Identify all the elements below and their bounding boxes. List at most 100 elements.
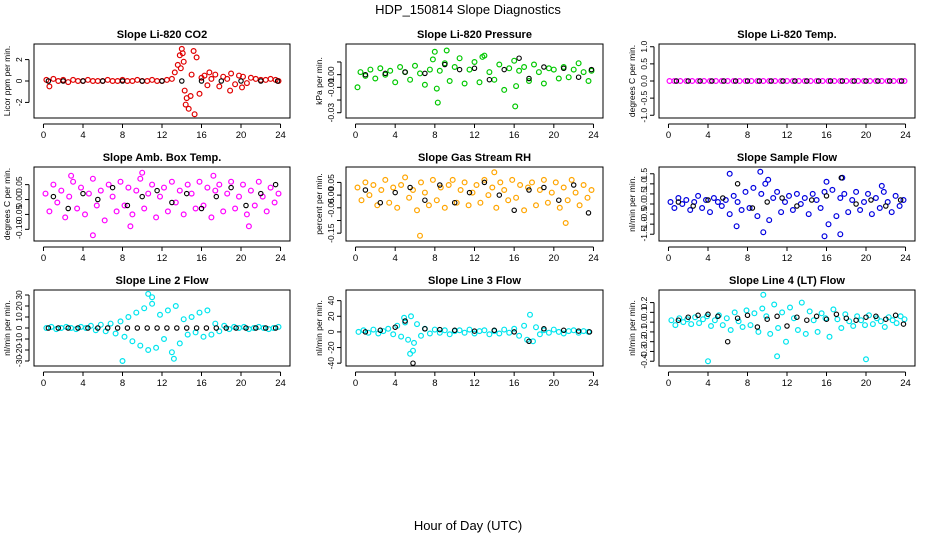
data-point bbox=[449, 176, 456, 183]
data-point bbox=[358, 197, 365, 204]
data-point bbox=[426, 330, 433, 337]
data-point bbox=[760, 291, 767, 298]
x-tick-label: 12 bbox=[782, 378, 793, 389]
data-point bbox=[425, 202, 432, 209]
data-point bbox=[243, 80, 250, 87]
data-point bbox=[479, 53, 486, 60]
y-tick-label: 0.05 bbox=[326, 174, 336, 191]
overlay-point bbox=[898, 78, 905, 84]
overlay-point bbox=[792, 78, 798, 84]
overlay-point bbox=[732, 78, 739, 84]
overlay-point bbox=[715, 313, 721, 320]
data-point bbox=[759, 305, 766, 312]
data-point bbox=[807, 77, 814, 84]
data-point bbox=[370, 182, 377, 189]
data-point bbox=[727, 327, 734, 334]
overlay-point bbox=[253, 325, 259, 331]
x-tick-label: 16 bbox=[509, 378, 520, 389]
overlay-point bbox=[784, 323, 790, 329]
overlay-point bbox=[873, 313, 879, 320]
overlay-point bbox=[779, 195, 785, 201]
overlay-point bbox=[466, 189, 473, 196]
data-point bbox=[436, 329, 443, 336]
x-tick-label: 16 bbox=[509, 253, 520, 264]
overlay-point bbox=[833, 311, 840, 318]
data-point bbox=[226, 326, 233, 333]
data-point bbox=[560, 330, 567, 337]
x-tick-label: 12 bbox=[782, 130, 793, 141]
overlay-point bbox=[749, 205, 756, 211]
x-tick-label: 4 bbox=[80, 253, 85, 264]
data-point bbox=[153, 344, 160, 351]
data-point bbox=[263, 208, 270, 215]
x-tick-label: 24 bbox=[275, 253, 286, 264]
x-axis: 0 4 8 12 16 20 24 bbox=[41, 371, 286, 389]
data-point bbox=[65, 79, 72, 86]
data-point bbox=[187, 92, 194, 99]
overlay-point bbox=[65, 325, 71, 331]
data-point bbox=[813, 197, 820, 204]
overlay-point bbox=[213, 325, 220, 331]
x-axis: 0 4 8 12 16 20 24 bbox=[41, 123, 286, 141]
overlay-point bbox=[780, 78, 786, 84]
overlay-point bbox=[863, 78, 869, 84]
data-point bbox=[461, 80, 468, 87]
data-point bbox=[742, 188, 749, 195]
x-axis: 0 4 8 12 16 20 24 bbox=[666, 371, 911, 389]
x-tick-label: 8 bbox=[745, 253, 750, 264]
y-tick-label: 1.0 bbox=[639, 41, 649, 53]
data-point bbox=[421, 189, 428, 196]
overlay-point bbox=[65, 205, 71, 212]
data-point bbox=[465, 202, 472, 209]
x-tick-label: 12 bbox=[469, 378, 480, 389]
y-axis-label: kPa per min. bbox=[314, 57, 324, 105]
data-point bbox=[417, 232, 424, 239]
data-point bbox=[846, 318, 853, 325]
data-point bbox=[509, 176, 516, 183]
overlay-point bbox=[897, 197, 904, 203]
x-tick-label: 8 bbox=[432, 253, 437, 264]
data-point bbox=[172, 303, 179, 310]
x-axis: 0 4 8 12 16 20 24 bbox=[353, 123, 599, 141]
data-point bbox=[702, 197, 709, 204]
overlay-point bbox=[451, 199, 458, 206]
y-tick-label: 0.05 bbox=[14, 176, 24, 193]
data-point bbox=[486, 331, 493, 338]
data-point bbox=[565, 74, 572, 81]
data-point bbox=[765, 176, 772, 183]
data-point bbox=[145, 290, 152, 297]
data-point bbox=[133, 309, 140, 316]
x-tick-label: 24 bbox=[275, 130, 286, 141]
overlay-point bbox=[193, 325, 200, 331]
overlay-point bbox=[526, 187, 532, 193]
data-point bbox=[526, 311, 533, 318]
overlay-point bbox=[407, 184, 413, 191]
plot-frame bbox=[658, 166, 916, 242]
data-point bbox=[171, 69, 178, 76]
data-point bbox=[695, 192, 702, 199]
data-point bbox=[532, 202, 539, 209]
overlay-point bbox=[258, 78, 264, 84]
x-axis: 0 4 8 12 16 20 24 bbox=[666, 123, 911, 141]
data-point bbox=[734, 199, 741, 206]
y-tick-label: 0 bbox=[326, 329, 336, 334]
data-point bbox=[774, 188, 781, 195]
overlay-point bbox=[183, 190, 190, 197]
data-point bbox=[896, 203, 903, 210]
overlay-point bbox=[754, 324, 761, 330]
data-point bbox=[477, 199, 484, 206]
data-point bbox=[505, 197, 512, 204]
data-point bbox=[671, 77, 678, 84]
data-point bbox=[687, 207, 694, 214]
data-point bbox=[783, 77, 790, 84]
overlay-point bbox=[402, 69, 408, 75]
overlay-point bbox=[144, 325, 150, 331]
x-tick-label: 20 bbox=[861, 253, 872, 264]
overlay-point bbox=[174, 325, 180, 331]
overlay-point bbox=[422, 326, 428, 332]
overlay-point bbox=[169, 199, 175, 206]
y-tick-label: 0.00 bbox=[326, 66, 336, 83]
data-point bbox=[141, 205, 148, 212]
y-axis: -0.03 -0.010.00 bbox=[326, 61, 342, 122]
data-point bbox=[730, 192, 737, 199]
